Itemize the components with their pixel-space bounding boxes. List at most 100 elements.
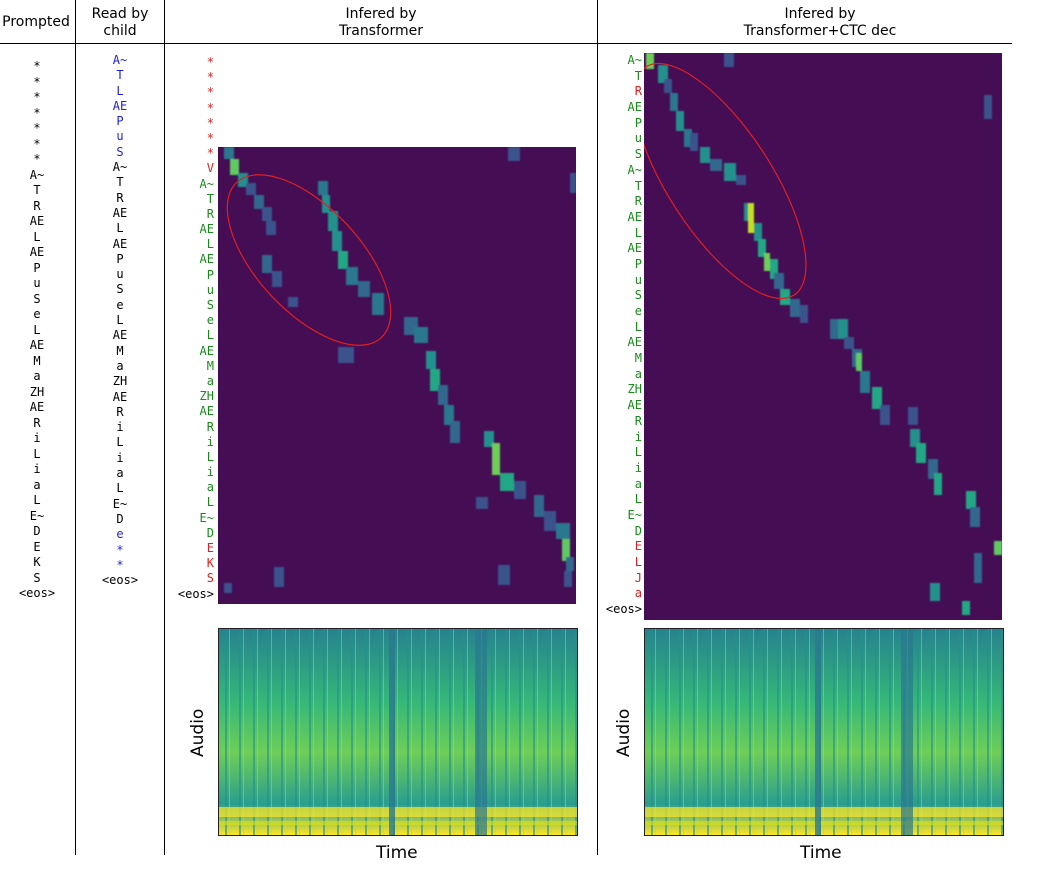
prompted-token: AE (29, 400, 45, 414)
ctc-token: e (634, 304, 642, 318)
transformer-token: * (206, 100, 214, 115)
prompted-token: R (33, 415, 41, 430)
transformer-token: * (206, 146, 214, 161)
prompted-token: * (33, 152, 41, 166)
ctc-token: L (634, 492, 642, 507)
prompted-token: E (33, 539, 41, 554)
prompted-token: K (33, 555, 41, 569)
child-token: <eos> (101, 573, 139, 588)
ctc-token: a (634, 366, 642, 381)
header-prompted-text: Prompted (2, 14, 70, 30)
header-transformer-line2: Transformer (338, 23, 423, 39)
transformer-spectrogram (218, 628, 578, 836)
prompted-token: D (33, 524, 41, 538)
child-token: u (116, 129, 124, 144)
header-transformer-ctc-line2: Transformer+CTC dec (743, 23, 897, 39)
header-read-by-child-line2: child (103, 23, 137, 39)
child-token: L (116, 221, 124, 236)
prompted-token: * (33, 121, 41, 135)
child-token: ZH (112, 374, 128, 389)
divider-3 (597, 0, 598, 855)
transformer-token: R (206, 206, 214, 221)
prompted-token: L (33, 229, 41, 244)
transformer-token: L (206, 495, 214, 510)
prompted-token: a (33, 477, 41, 492)
ctc-spectrogram-svg (645, 629, 1003, 835)
transformer-token: T (206, 191, 214, 206)
transformer-spectrogram-svg (219, 629, 577, 835)
child-token: P (116, 251, 124, 266)
transformer-highlight-ellipse (226, 174, 392, 346)
child-token: i (116, 450, 124, 465)
child-token: e (116, 527, 124, 542)
transformer-token: V (206, 161, 214, 176)
child-token: u (116, 267, 124, 282)
prompted-token: a (33, 369, 41, 383)
transformer-attention-svg (224, 147, 576, 593)
child-token: * (116, 557, 124, 572)
child-token: E~ (112, 496, 128, 511)
audio-axis-label-left: Audio (188, 708, 208, 757)
child-token: * (116, 542, 124, 557)
child-token: R (116, 190, 124, 205)
ctc-token: i (634, 429, 642, 444)
child-token: L (116, 435, 124, 450)
ctc-attention-cells (646, 53, 1002, 615)
ctc-token: M (634, 351, 642, 366)
prompted-token: E~ (29, 508, 45, 523)
ctc-token: A~ (627, 162, 642, 177)
transformer-token: S (206, 571, 214, 586)
child-token: L (116, 83, 124, 98)
transformer-attention-cells (224, 147, 576, 593)
prompted-token: * (33, 90, 41, 104)
prompted-token: S (33, 291, 41, 306)
prompted-token: P (33, 260, 41, 275)
transformer-token: P (206, 267, 214, 282)
transformer-token: * (206, 85, 214, 100)
child-token: R (116, 404, 124, 419)
transformer-token: AE (199, 404, 214, 419)
ctc-token: u (634, 272, 642, 287)
child-token: AE (112, 236, 128, 251)
ctc-token: E~ (627, 507, 642, 522)
divider-1 (75, 0, 76, 855)
header-prompted: Prompted (0, 14, 72, 31)
transformer-token: * (206, 130, 214, 145)
ctc-token: E (634, 539, 642, 554)
ctc-highlight-ellipse (644, 62, 807, 300)
child-token: AE (112, 328, 128, 343)
transformer-token: AE (199, 222, 214, 237)
prompted-token: * (33, 74, 41, 89)
header-transformer-ctc: Infered by Transformer+CTC dec (598, 6, 1042, 40)
transformer-token: D (206, 525, 214, 540)
prompted-token: A~ (29, 167, 45, 182)
child-token: D (116, 511, 124, 526)
ctc-token: AE (627, 335, 642, 350)
transformer-token: i (206, 465, 214, 480)
child-token: L (116, 481, 124, 496)
ctc-token: a (634, 586, 642, 601)
transformer-token: K (206, 556, 214, 571)
transformer-token: ZH (199, 389, 214, 404)
ctc-token: A~ (627, 53, 642, 67)
transformer-token: S (206, 298, 214, 312)
transformer-token: <eos> (177, 586, 214, 601)
ctc-token: AE (627, 100, 642, 115)
ctc-token: L (634, 319, 642, 334)
ctc-token: S (634, 288, 642, 303)
prompted-token: * (33, 105, 41, 120)
prompted-token: e (33, 307, 41, 321)
child-token: L (116, 313, 124, 328)
time-axis-label-right: Time (800, 843, 842, 863)
ctc-token: L (634, 555, 642, 569)
transformer-token: A~ (199, 176, 214, 191)
child-token: AE (112, 389, 128, 404)
transformer-token: * (206, 55, 214, 69)
ctc-token: i (634, 460, 642, 475)
ctc-token: P (634, 115, 642, 130)
child-token: i (116, 420, 124, 435)
transformer-token: M (206, 358, 214, 373)
